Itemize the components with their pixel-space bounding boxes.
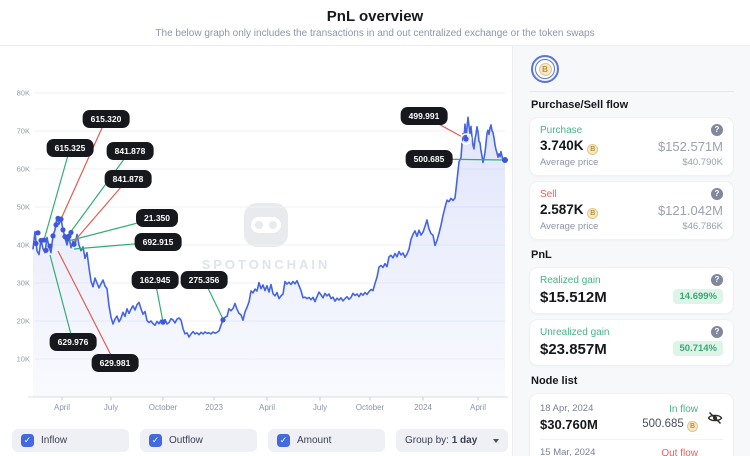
svg-text:July: July [313,403,327,412]
transaction-annotation[interactable]: 162.945 [131,271,179,289]
help-icon[interactable]: ? [711,124,723,136]
avg-price-value: $40.790K [682,157,723,168]
svg-text:July: July [104,403,118,412]
sidebar-divider [529,91,734,92]
svg-text:October: October [356,403,385,412]
help-icon[interactable]: ? [711,274,723,286]
unrealized-gain-pct-badge: 50.714% [673,340,723,356]
node-date: 18 Apr, 2024 [540,403,594,414]
section-purchase-sell-flow: Purchase/Sell flow [531,99,629,111]
section-node-list: Node list [531,375,578,387]
realized-gain-label: Realized gain [540,274,601,286]
help-icon[interactable]: ? [711,188,723,200]
transaction-annotation[interactable]: 841.878 [106,142,154,160]
transaction-annotation[interactable]: 275.356 [180,271,228,289]
checkbox-checked-icon[interactable]: ✓ [149,434,162,447]
coin-icon: B [587,144,599,155]
svg-text:October: October [149,403,178,412]
avg-price-label: Average price [540,221,599,232]
transaction-annotation[interactable]: 615.325 [46,139,94,157]
avg-price-label: Average price [540,157,599,168]
node-usd: $30.760M [540,417,598,432]
svg-text:April: April [259,403,275,412]
sell-usd: $121.042M [657,203,723,218]
token-coin-icon: B [531,55,559,83]
chart-panel: SPOTONCHAIN 80K 70K 60K 50K 40K 30K 20K 10K Apri… [0,46,512,456]
transaction-annotation[interactable]: 499.991 [400,107,448,125]
sell-amount: 2.587K B [540,202,599,219]
section-pnl: PnL [531,249,552,261]
svg-text:70K: 70K [17,127,30,136]
svg-text:20K: 20K [17,317,30,326]
svg-text:80K: 80K [17,89,30,98]
inflow-label: Inflow [41,435,68,446]
transaction-annotation[interactable]: 500.685 [405,150,453,168]
outflow-toggle[interactable]: ✓ Outflow [140,429,257,452]
realized-gain-value: $15.512M [540,289,607,306]
transaction-annotation[interactable]: 692.915 [134,233,182,251]
stats-sidebar: B Purchase/Sell flow Purchase ? 3.740K B… [512,46,750,456]
page-title: PnL overview [326,8,424,25]
watermark-text: SPOTONCHAIN [201,257,331,272]
pnl-chart[interactable]: 80K 70K 60K 50K 40K 30K 20K 10K April July October… [0,46,512,426]
svg-text:April: April [470,403,486,412]
purchase-card: Purchase ? 3.740K B $152.571M Average pr… [529,117,734,176]
amount-label: Amount [297,435,332,446]
amount-toggle[interactable]: ✓ Amount [268,429,385,452]
transaction-annotation[interactable]: 629.976 [49,333,97,351]
svg-text:April: April [54,403,70,412]
chevron-down-icon [493,438,499,443]
group-by-value: 1 day [451,435,478,446]
realized-gain-card: Realized gain ? $15.512M 14.699% [529,267,734,314]
sell-label: Sell [540,188,557,200]
sell-card: Sell ? 2.587K B $121.042M Average price … [529,181,734,240]
node-list-item[interactable]: 15 Mar, 2024 $33.641M Out flow 499.991 B [540,439,723,456]
transaction-annotation[interactable]: 615.320 [82,110,130,128]
svg-text:10K: 10K [17,355,30,364]
svg-text:30K: 30K [17,279,30,288]
help-icon[interactable]: ? [711,326,723,338]
chart-controls: ✓ Inflow ✓ Outflow ✓ Amount Group by: 1 … [12,429,508,452]
unrealized-gain-value: $23.857M [540,341,607,358]
node-flow-direction: In flow [669,403,698,415]
svg-text:60K: 60K [17,165,30,174]
transaction-annotation[interactable]: 629.981 [91,354,139,372]
page-header: PnL overview The below graph only includ… [0,0,750,46]
inflow-toggle[interactable]: ✓ Inflow [12,429,129,452]
node-flow-direction: Out flow [661,447,698,456]
svg-text:50K: 50K [17,203,30,212]
svg-text:2024: 2024 [414,403,432,412]
purchase-label: Purchase [540,124,583,136]
node-date: 15 Mar, 2024 [540,447,596,456]
group-by-prefix: Group by: [405,435,449,446]
unrealized-gain-label: Unrealized gain [540,326,610,338]
unrealized-gain-card: Unrealized gain ? $23.857M 50.714% [529,319,734,366]
coin-icon: B [687,420,698,432]
checkbox-checked-icon[interactable]: ✓ [21,434,34,447]
purchase-amount: 3.740K B [540,138,599,155]
node-list-card: 18 Apr, 2024 $30.760M In flow 500.685 B … [529,393,734,456]
hide-eye-icon[interactable] [707,410,723,426]
svg-text:40K: 40K [17,241,30,250]
purchase-usd: $152.571M [657,139,723,154]
page-subtitle: The below graph only includes the transa… [155,28,595,39]
transaction-annotation[interactable]: 841.878 [104,170,152,188]
spotonchain-logo-icon [244,203,288,247]
node-amount: 500.685 B [642,418,698,432]
checkbox-checked-icon[interactable]: ✓ [277,434,290,447]
node-list-item[interactable]: 18 Apr, 2024 $30.760M In flow 500.685 B [540,396,723,439]
transaction-annotation[interactable]: 21.350 [136,209,178,227]
outflow-label: Outflow [169,435,203,446]
avg-price-value: $46.786K [682,221,723,232]
coin-icon: B [587,208,599,219]
svg-text:2023: 2023 [205,403,223,412]
realized-gain-pct-badge: 14.699% [673,288,723,304]
group-by-dropdown[interactable]: Group by: 1 day [396,429,508,452]
